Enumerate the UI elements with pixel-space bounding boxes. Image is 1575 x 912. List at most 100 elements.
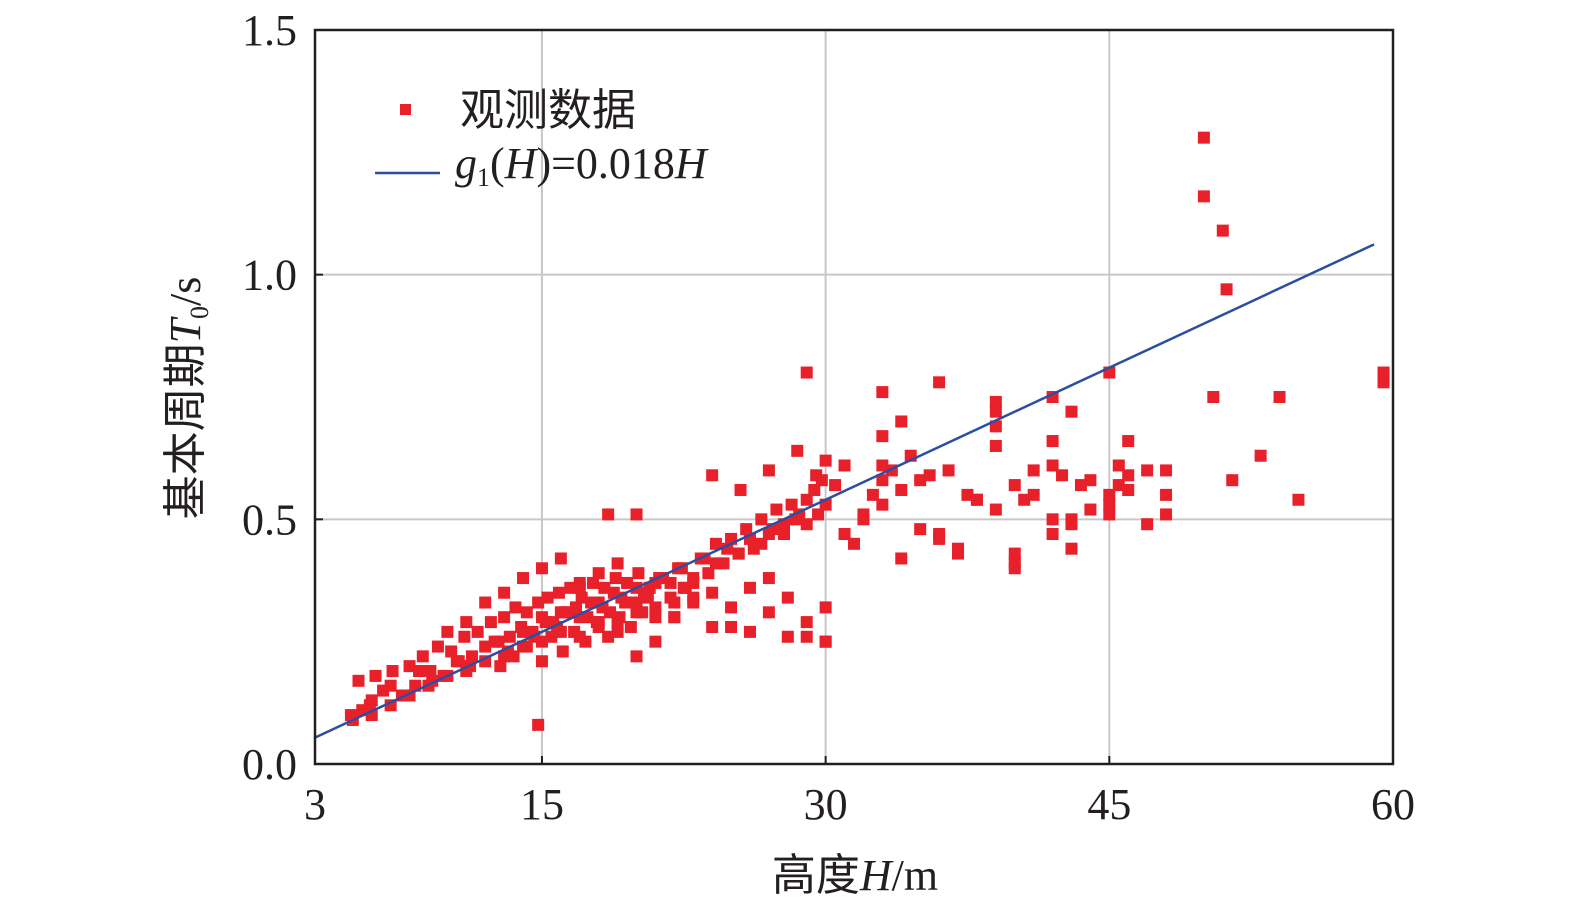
data-point [1216,224,1229,237]
data-point [1377,376,1390,389]
data-point [413,665,426,678]
data-point [632,567,645,580]
observed-data-points [344,131,1390,731]
data-point [778,528,791,541]
data-point [424,665,437,678]
data-point [1103,508,1116,521]
data-point [785,498,798,511]
data-point [458,630,471,643]
data-point [1160,508,1173,521]
data-point [1046,459,1059,472]
data-point [800,630,813,643]
data-point [687,572,700,585]
data-point [725,601,738,614]
data-point [1008,479,1021,492]
data-point [857,508,870,521]
data-point [1273,391,1286,403]
data-point [740,523,753,536]
data-point [933,528,946,541]
data-point [989,439,1002,452]
data-point [619,596,632,609]
data-point [1112,479,1125,492]
data-point [575,591,588,604]
data-point [460,616,473,629]
data-point [416,650,429,663]
data-point [725,620,738,633]
data-point [554,625,567,638]
data-point [989,405,1002,418]
data-point [702,567,715,580]
data-point [471,625,484,638]
data-point [1008,547,1021,560]
y-axis-title-prefix: 基本周期 [160,343,211,519]
data-point [838,459,851,472]
data-point [630,650,643,663]
data-point [630,596,643,609]
data-point [535,655,548,668]
data-point [914,523,927,536]
data-point [494,660,507,673]
x-tick-label: 15 [520,780,564,829]
data-point [895,415,908,428]
data-point [914,474,927,487]
axis-ticks [314,29,1394,765]
data-point [876,430,889,443]
data-point [989,420,1002,433]
data-point [1046,513,1059,526]
data-point [535,635,548,648]
fit-line [314,243,1375,739]
data-point [545,630,558,643]
data-point [989,395,1002,408]
data-point [734,483,747,496]
x-axis-title: 高度H/m [772,850,938,901]
legend-fit-sub: 1 [477,163,490,192]
data-point [517,640,530,653]
data-point [706,469,719,482]
data-point [1112,459,1125,472]
data-point [800,366,813,379]
y-tick-label: 1.5 [242,6,297,55]
data-point [709,557,722,570]
data-point [664,576,677,589]
data-point [1122,483,1135,496]
data-point [592,567,605,580]
data-point [668,611,681,624]
data-point [465,650,478,663]
data-point [770,503,783,516]
data-point [743,581,756,594]
data-point [1160,488,1173,501]
y-tick-label: 0.0 [242,740,297,789]
data-point [602,508,615,521]
data-point [829,479,842,492]
x-tick-label: 60 [1371,780,1415,829]
data-point [609,572,622,585]
data-point [598,581,611,594]
data-point [384,679,397,692]
data-point [923,469,936,482]
data-point [762,464,775,477]
data-point [743,625,756,638]
y-axis-title-var: T [161,315,210,343]
data-point [762,572,775,585]
data-point [1103,498,1116,511]
data-point [441,625,454,638]
y-tick-label: 1.0 [242,251,297,300]
data-point [431,640,444,653]
legend-fit-eq: )=0.018 [536,139,674,188]
data-point [445,645,458,658]
data-point [1027,488,1040,501]
data-point [498,611,511,624]
data-point [848,537,860,550]
data-point [876,386,889,399]
data-point [1074,479,1087,492]
data-point [1122,435,1135,448]
data-point [450,655,463,668]
data-point [1103,488,1116,501]
data-point [592,616,605,629]
data-point [649,635,662,648]
data-point [687,596,700,609]
data-point [585,596,598,609]
y-axis-title: 基本周期T0/s [160,277,214,520]
data-point [369,669,382,682]
data-point [1065,405,1078,418]
